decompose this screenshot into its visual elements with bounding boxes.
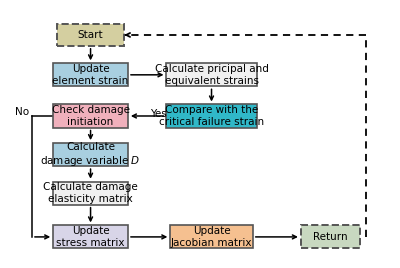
Text: Calculate damage
elasticity matrix: Calculate damage elasticity matrix bbox=[43, 183, 138, 204]
FancyBboxPatch shape bbox=[53, 225, 128, 248]
Text: Update
element strain: Update element strain bbox=[52, 64, 129, 85]
Text: Yes: Yes bbox=[150, 109, 166, 119]
FancyBboxPatch shape bbox=[57, 24, 124, 46]
Text: Return: Return bbox=[313, 232, 348, 242]
FancyBboxPatch shape bbox=[53, 143, 128, 166]
FancyBboxPatch shape bbox=[53, 182, 128, 205]
FancyBboxPatch shape bbox=[166, 63, 257, 86]
FancyBboxPatch shape bbox=[170, 225, 253, 248]
Text: Check damage
initiation: Check damage initiation bbox=[52, 105, 130, 127]
Text: Start: Start bbox=[78, 30, 103, 40]
Text: Update
Jacobian matrix: Update Jacobian matrix bbox=[171, 226, 252, 248]
Text: Calculate
damage variable $D$: Calculate damage variable $D$ bbox=[40, 142, 141, 168]
FancyBboxPatch shape bbox=[53, 63, 128, 86]
FancyBboxPatch shape bbox=[53, 105, 128, 128]
FancyBboxPatch shape bbox=[166, 105, 257, 128]
Text: Update
stress matrix: Update stress matrix bbox=[56, 226, 125, 248]
Text: Compare with the
critical failure strain: Compare with the critical failure strain bbox=[159, 105, 264, 127]
Text: No: No bbox=[15, 107, 30, 117]
FancyBboxPatch shape bbox=[301, 225, 360, 248]
Text: Calculate pricipal and
equivalent strains: Calculate pricipal and equivalent strain… bbox=[154, 64, 268, 85]
